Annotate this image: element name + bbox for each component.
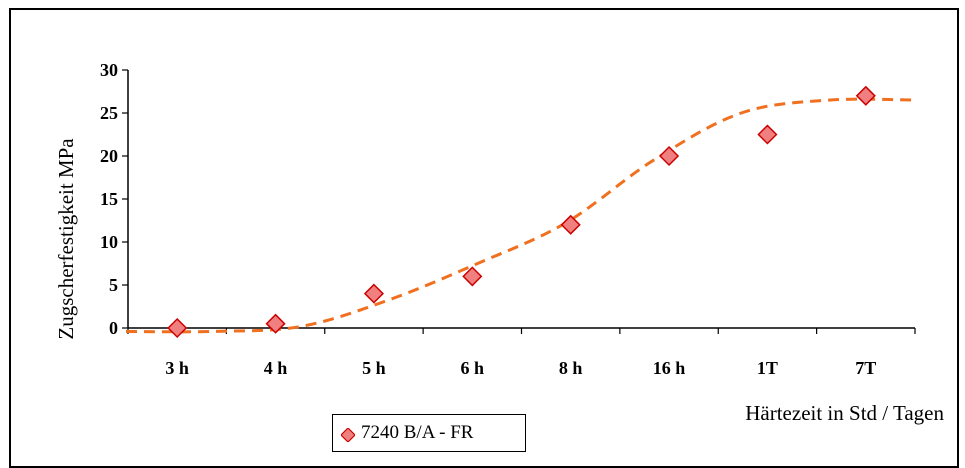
trendline: [125, 97, 918, 334]
data-point: [265, 313, 286, 334]
data-point: [659, 145, 680, 167]
y-axis-title: Zugscherfestigkeit MPa: [54, 138, 78, 340]
data-point: [560, 214, 581, 235]
x-tick-label: 4 h: [264, 358, 288, 378]
data-point: [363, 283, 384, 304]
y-tick-label: 15: [100, 189, 118, 209]
x-axis-title: Härtezeit in Std / Tagen: [745, 401, 944, 425]
x-tick-label: 1T: [757, 358, 778, 378]
y-tick-label: 5: [109, 275, 118, 295]
y-tick-labels: 0 5 10 15 20 25 30: [100, 60, 118, 338]
legend-marker-icon: [340, 426, 356, 443]
chart-canvas: 0 5 10 15 20 25 30 3 h 4 h 5 h 6 h 8 h 16 h 1T 7T Zug…: [54, 60, 944, 425]
legend: 7240 B/A - FR: [332, 414, 526, 452]
x-tick-labels: 3 h 4 h 5 h 6 h 8 h 16 h 1T 7T: [165, 358, 876, 378]
y-tick-label: 25: [100, 103, 118, 123]
x-tick-label: 6 h: [461, 358, 485, 378]
y-tick-label: 30: [100, 60, 118, 80]
data-point: [167, 317, 188, 339]
y-tick-label: 20: [100, 146, 118, 166]
data-point: [462, 266, 483, 287]
x-tick-label: 7T: [855, 358, 876, 378]
data-point: [757, 124, 778, 145]
x-tick-label: 16 h: [653, 358, 686, 378]
legend-label: 7240 B/A - FR: [361, 422, 474, 443]
x-tick-label: 8 h: [559, 358, 583, 378]
data-point: [855, 85, 876, 106]
x-tick-label: 3 h: [165, 358, 189, 378]
data-points: [167, 85, 876, 339]
y-tick-label: 0: [109, 318, 118, 338]
axes: [122, 69, 916, 334]
chart-frame: [9, 8, 959, 468]
y-tick-label: 10: [100, 232, 118, 252]
x-tick-label: 5 h: [362, 358, 386, 378]
